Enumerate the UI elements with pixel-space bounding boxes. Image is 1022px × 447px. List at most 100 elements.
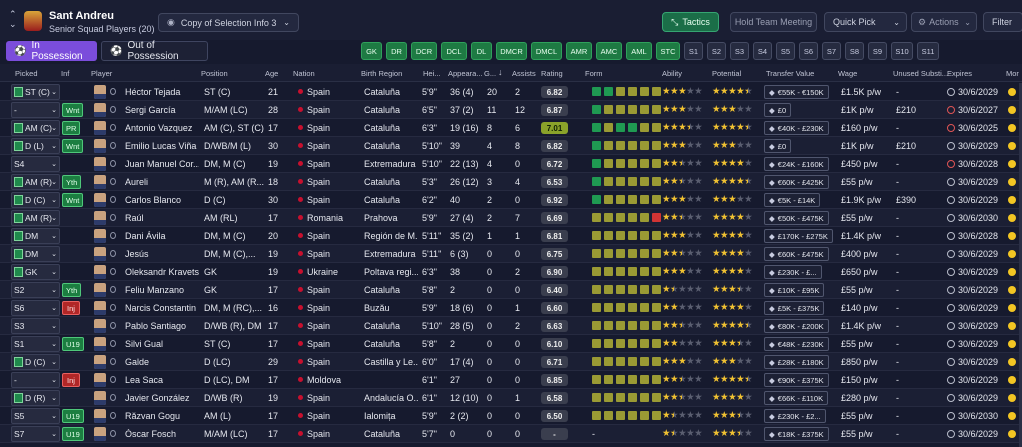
player-nation[interactable]: Spain <box>298 123 330 133</box>
player-nation[interactable]: Moldova <box>298 375 341 385</box>
transfer-value-box[interactable]: ◆ €24K - £160K <box>764 157 829 171</box>
player-name[interactable]: Galde <box>125 357 150 367</box>
position-filter-s1[interactable]: S1 <box>684 42 703 60</box>
col-transfer-value[interactable]: Transfer Value <box>766 69 815 78</box>
table-row[interactable]: S3 ⌄ Pablo Santiago D/WB (R), DM 17 Spain Cata… <box>0 317 1022 335</box>
club-name[interactable]: Sant Andreu <box>49 10 114 22</box>
picked-dropdown[interactable]: D (L) ⌄ <box>11 138 60 154</box>
status-badge[interactable]: Inj <box>62 301 80 315</box>
table-row[interactable]: AM (R) ⌄ Raúl AM (RL) 17 Romania Prahova 5'9" 27… <box>0 209 1022 227</box>
player-name[interactable]: Jesús <box>125 249 149 259</box>
col-unused-subs[interactable]: Unused Substi... <box>893 69 949 78</box>
player-nation[interactable]: Spain <box>298 321 330 331</box>
col-rating[interactable]: Rating <box>541 69 563 78</box>
more-info-icon[interactable] <box>1008 430 1016 438</box>
more-info-icon[interactable] <box>1008 376 1016 384</box>
status-badge[interactable]: U19 <box>62 427 84 441</box>
picked-dropdown[interactable]: S2 ⌄ <box>11 282 60 298</box>
scrollbar[interactable] <box>1019 83 1022 447</box>
player-nation[interactable]: Spain <box>298 357 330 367</box>
table-row[interactable]: DM ⌄ Dani Ávila DM, M (C) 20 Spain Región de M… <box>0 227 1022 245</box>
col-age[interactable]: Age <box>265 69 279 78</box>
player-nation[interactable]: Spain <box>298 177 330 187</box>
transfer-value-box[interactable]: ◆ £10K - £95K <box>764 283 825 297</box>
more-info-icon[interactable] <box>1008 412 1016 420</box>
table-row[interactable]: GK ⌄ Oleksandr Kravets GK 19 Ukraine Poltava r… <box>0 263 1022 281</box>
position-filter-s6[interactable]: S6 <box>799 42 818 60</box>
table-row[interactable]: D (L) ⌄ Wnt Emilio Lucas Viña D/WB/M (L) 30 Sp… <box>0 137 1022 155</box>
more-info-icon[interactable] <box>1008 340 1016 348</box>
col-ability[interactable]: Ability <box>662 69 683 78</box>
position-filter-s4[interactable]: S4 <box>753 42 772 60</box>
more-info-icon[interactable] <box>1008 232 1016 240</box>
more-info-icon[interactable] <box>1008 394 1016 402</box>
player-nation[interactable]: Spain <box>298 231 330 241</box>
col-position[interactable]: Position <box>201 69 228 78</box>
player-nation[interactable]: Spain <box>298 339 330 349</box>
col-appearances[interactable]: Appeara... <box>448 69 483 78</box>
position-filter-s3[interactable]: S3 <box>730 42 749 60</box>
player-name[interactable]: Òscar Fosch <box>125 429 177 439</box>
player-name[interactable]: Narcis Constantin <box>125 303 197 313</box>
table-row[interactable]: S4 ⌄ Juan Manuel Cor... DM, M (C) 19 Spain Ext… <box>0 155 1022 173</box>
player-nation[interactable]: Romania <box>298 213 343 223</box>
table-row[interactable]: D (R) ⌄ Javier González D/WB (R) 19 Spain Anda… <box>0 389 1022 407</box>
quick-pick-button[interactable]: Quick Pick ⌄ <box>824 12 907 32</box>
position-filter-s7[interactable]: S7 <box>822 42 841 60</box>
table-row[interactable]: S2 ⌄ Yth Feliu Manzano GK 17 Spain Cataluña 5'8"… <box>0 281 1022 299</box>
transfer-value-box[interactable]: ◆ €50K - £475K <box>764 211 829 225</box>
player-name[interactable]: Javier González <box>125 393 190 403</box>
position-filter-amr[interactable]: AMR <box>566 42 592 60</box>
more-info-icon[interactable] <box>1008 178 1016 186</box>
status-badge[interactable]: Yth <box>62 283 82 297</box>
status-badge[interactable]: U19 <box>62 409 84 423</box>
col-expires[interactable]: Expires <box>947 69 973 78</box>
filter-button[interactable]: Filter <box>983 12 1022 32</box>
more-info-icon[interactable] <box>1008 304 1016 312</box>
picked-dropdown[interactable]: S4 ⌄ <box>11 156 60 172</box>
player-name[interactable]: Dani Ávila <box>125 231 166 241</box>
picked-dropdown[interactable]: D (C) ⌄ <box>11 192 60 208</box>
table-row[interactable]: - ⌄ Wnt Sergi García M/AM (LC) 28 Spain Cataluñ… <box>0 101 1022 119</box>
col-height[interactable]: Hei... <box>423 69 441 78</box>
position-filter-dl[interactable]: DL <box>471 42 492 60</box>
picked-dropdown[interactable]: DM ⌄ <box>11 246 60 262</box>
picked-dropdown[interactable]: S1 ⌄ <box>11 336 60 352</box>
player-nation[interactable]: Spain <box>298 87 330 97</box>
col-nation[interactable]: Nation <box>293 69 315 78</box>
transfer-value-box[interactable]: ◆ €60K - £425K <box>764 175 829 189</box>
transfer-value-box[interactable]: ◆ €40K - £230K <box>764 121 829 135</box>
transfer-value-box[interactable]: ◆ £230K - £2... <box>764 409 826 423</box>
transfer-value-box[interactable]: ◆ €5K - £14K <box>764 193 821 207</box>
transfer-value-box[interactable]: ◆ €48K - £230K <box>764 337 829 351</box>
transfer-value-box[interactable]: ◆ €60K - £475K <box>764 247 829 261</box>
status-badge[interactable]: Wnt <box>62 103 84 117</box>
position-filter-s9[interactable]: S9 <box>868 42 887 60</box>
position-filter-dr[interactable]: DR <box>386 42 407 60</box>
table-row[interactable]: S6 ⌄ Inj Narcis Constantin DM, M (RC),... 16 S… <box>0 299 1022 317</box>
position-filter-stc[interactable]: STC <box>656 42 680 60</box>
actions-button[interactable]: ⚙ Actions ⌄ <box>911 12 977 32</box>
col-birth-region[interactable]: Birth Region <box>361 69 403 78</box>
picked-dropdown[interactable]: ST (C) ⌄ <box>11 84 60 100</box>
player-nation[interactable]: Spain <box>298 141 330 151</box>
position-filter-dcr[interactable]: DCR <box>411 42 437 60</box>
table-row[interactable]: D (C) ⌄ Wnt Carlos Blanco D (C) 30 Spain Catalu… <box>0 191 1022 209</box>
picked-dropdown[interactable]: AM (R) ⌄ <box>11 174 60 190</box>
position-filter-s11[interactable]: S11 <box>917 42 939 60</box>
player-nation[interactable]: Spain <box>298 429 330 439</box>
player-nation[interactable]: Ukraine <box>298 267 338 277</box>
player-name[interactable]: Aureli <box>125 177 149 187</box>
col-potential[interactable]: Potential <box>712 69 742 78</box>
player-nation[interactable]: Spain <box>298 285 330 295</box>
player-nation[interactable]: Spain <box>298 159 330 169</box>
sort-down-icon[interactable]: ↓ <box>498 67 503 77</box>
picked-dropdown[interactable]: GK ⌄ <box>11 264 60 280</box>
col-wage[interactable]: Wage <box>838 69 858 78</box>
position-filter-amc[interactable]: AMC <box>596 42 622 60</box>
player-name[interactable]: Răzvan Gogu <box>125 411 181 421</box>
view-selector[interactable]: ◉ Copy of Selection Info 3 ⌄ <box>158 13 299 32</box>
more-info-icon[interactable] <box>1008 160 1016 168</box>
transfer-value-box[interactable]: ◆ £0 <box>764 103 792 117</box>
more-info-icon[interactable] <box>1008 214 1016 222</box>
